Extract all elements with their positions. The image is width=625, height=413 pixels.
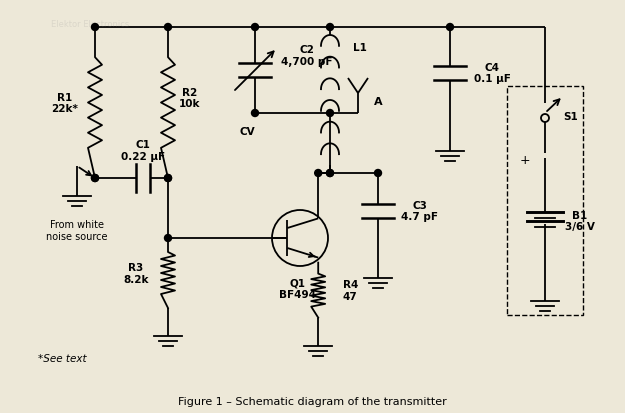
Circle shape xyxy=(91,175,99,182)
Circle shape xyxy=(91,24,99,31)
Circle shape xyxy=(164,235,171,242)
Text: C3
4.7 pF: C3 4.7 pF xyxy=(401,200,439,222)
Circle shape xyxy=(326,24,334,31)
Circle shape xyxy=(91,175,99,182)
Circle shape xyxy=(326,170,334,177)
Circle shape xyxy=(446,24,454,31)
Circle shape xyxy=(315,170,322,177)
Circle shape xyxy=(164,24,171,31)
Text: R3
8.2k: R3 8.2k xyxy=(123,263,149,284)
Text: B1
3/6 V: B1 3/6 V xyxy=(565,210,595,232)
Circle shape xyxy=(164,175,171,182)
Text: R2
10k: R2 10k xyxy=(179,88,201,109)
Text: *See text: *See text xyxy=(38,353,86,363)
Circle shape xyxy=(326,170,334,177)
Text: Q1
BF494: Q1 BF494 xyxy=(279,278,316,299)
Text: From white
noise source: From white noise source xyxy=(46,220,108,241)
Text: CV: CV xyxy=(239,127,255,137)
Text: A: A xyxy=(374,97,382,107)
Text: L1: L1 xyxy=(353,43,367,53)
Circle shape xyxy=(326,110,334,117)
Text: Elektor Electronics: Elektor Electronics xyxy=(51,19,129,28)
Text: R4
47: R4 47 xyxy=(342,280,358,301)
Text: Figure 1 – Schematic diagram of the transmitter: Figure 1 – Schematic diagram of the tran… xyxy=(177,396,446,406)
Text: C1
0.22 μF: C1 0.22 μF xyxy=(121,140,165,161)
Circle shape xyxy=(164,175,171,182)
Circle shape xyxy=(374,170,381,177)
Text: R1
22k*: R1 22k* xyxy=(52,93,79,114)
Text: +: + xyxy=(519,154,530,167)
Text: S1: S1 xyxy=(563,112,578,122)
Bar xyxy=(507,87,583,315)
Text: C4
0.1 μF: C4 0.1 μF xyxy=(474,62,511,84)
Circle shape xyxy=(251,24,259,31)
Circle shape xyxy=(251,110,259,117)
Text: C2
4,700 pF: C2 4,700 pF xyxy=(281,45,332,66)
